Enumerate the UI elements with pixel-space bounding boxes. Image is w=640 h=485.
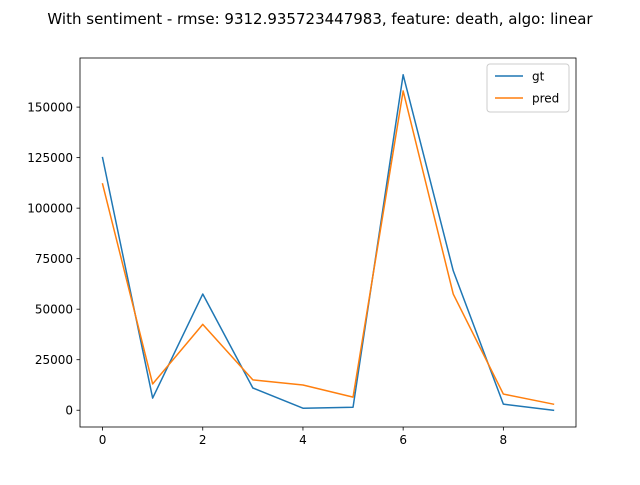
- plot-area: 0 2 4 6 8 0 25000 50000 75000 100000 125000 150000 g…: [27, 57, 577, 447]
- x-tick-label: 0: [99, 433, 107, 447]
- legend-label-pred: pred: [532, 92, 559, 106]
- x-tick-label: 2: [199, 433, 207, 447]
- y-tick-label: 100000: [27, 202, 73, 216]
- x-tick-label: 6: [399, 433, 407, 447]
- y-tick-label: 75000: [35, 252, 73, 266]
- x-tick-label: 8: [500, 433, 508, 447]
- y-tick-label: 0: [65, 404, 73, 418]
- y-tick-label: 125000: [27, 151, 73, 165]
- x-tick-label: 4: [299, 433, 307, 447]
- axes-frame: [79, 57, 577, 428]
- legend-label-gt: gt: [532, 70, 545, 84]
- series-line-pred: [101, 90, 555, 406]
- y-tick-label: 50000: [35, 303, 73, 317]
- series-line-gt: [101, 74, 555, 412]
- chart-title: With sentiment - rmse: 9312.935723447983…: [47, 10, 593, 28]
- y-tick-label: 150000: [27, 101, 73, 115]
- y-tick-label: 25000: [35, 353, 73, 367]
- legend: gt pred: [486, 63, 570, 113]
